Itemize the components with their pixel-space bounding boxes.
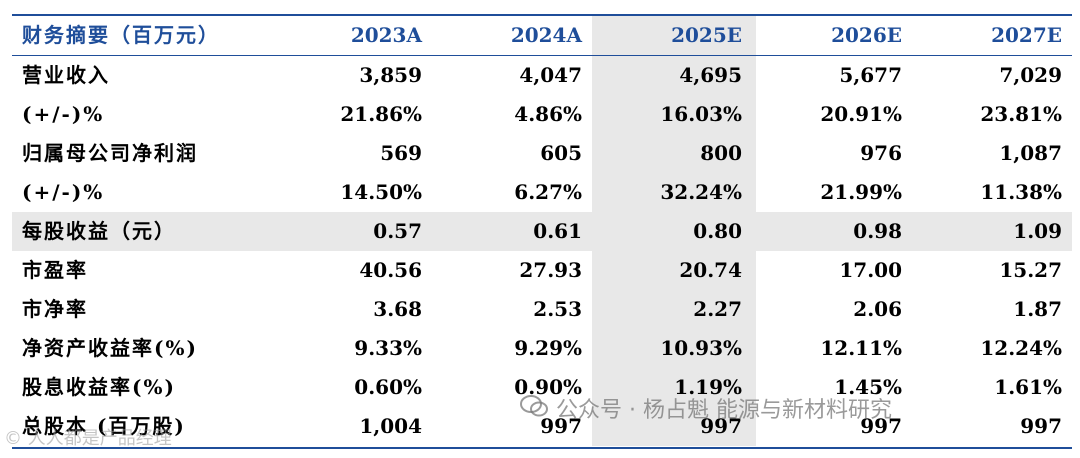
table-cell: 0.60% bbox=[354, 375, 422, 399]
table-cell: 569 bbox=[380, 141, 422, 165]
row-label: 归属母公司净利润 bbox=[22, 141, 198, 165]
table-cell: 32.24% bbox=[660, 180, 742, 204]
table-cell: 12.11% bbox=[820, 336, 902, 360]
table-cell: 2.27 bbox=[693, 297, 742, 321]
table-cell: 3,859 bbox=[359, 63, 422, 87]
table-cell: 9.33% bbox=[354, 336, 422, 360]
table-row: 股息收益率(%) 0.60% 0.90% 1.19% 1.45% 1.61% bbox=[12, 368, 1072, 407]
row-label: 每股收益（元） bbox=[22, 219, 176, 243]
watermark-text: 公众号 · 杨占魁 能源与新材料研究 bbox=[556, 398, 892, 423]
table-row: 营业收入 3,859 4,047 4,695 5,677 7,029 bbox=[12, 56, 1072, 95]
table-cell: 9.29% bbox=[514, 336, 582, 360]
watermark-left: © 人人都是产品经理 bbox=[4, 428, 172, 449]
table-row: (+/-)% 14.50% 6.27% 32.24% 21.99% 11.38% bbox=[12, 173, 1072, 212]
row-label: 总股本 (百万股) bbox=[22, 414, 186, 438]
table-cell: 5,677 bbox=[839, 63, 902, 87]
table-cell: 1.45% bbox=[834, 375, 902, 399]
table-cell: 17.00 bbox=[839, 258, 902, 282]
table-cell: 11.38% bbox=[980, 180, 1062, 204]
table-cell: 12.24% bbox=[980, 336, 1062, 360]
header-year-2024a: 2024A bbox=[510, 23, 582, 47]
table-cell: 3.68 bbox=[373, 297, 422, 321]
table-row: 总股本 (百万股) 1,004 997 997 997 997 bbox=[12, 407, 1072, 446]
row-label: (+/-)% bbox=[22, 180, 105, 204]
table-cell: 0.57 bbox=[373, 219, 422, 243]
table-cell: 27.93 bbox=[519, 258, 582, 282]
table-cell: 15.27 bbox=[999, 258, 1062, 282]
header-row: 财务摘要（百万元） 2023A 2024A 2025E 2026E 2027E bbox=[12, 16, 1072, 55]
table-cell: 21.99% bbox=[820, 180, 902, 204]
table-row: 市盈率 40.56 27.93 20.74 17.00 15.27 bbox=[12, 251, 1072, 290]
table-cell: 605 bbox=[540, 141, 582, 165]
row-label: 市净率 bbox=[22, 297, 88, 321]
table-row: 市净率 3.68 2.53 2.27 2.06 1.87 bbox=[12, 290, 1072, 329]
table-cell: 997 bbox=[1020, 414, 1062, 438]
table-cell: 21.86% bbox=[340, 102, 422, 126]
table-cell: 0.98 bbox=[853, 219, 902, 243]
header-year-2023a: 2023A bbox=[350, 23, 422, 47]
table-cell: 16.03% bbox=[660, 102, 742, 126]
header-year-2026e: 2026E bbox=[831, 23, 902, 47]
table-cell: 1,087 bbox=[999, 141, 1062, 165]
table-cell: 997 bbox=[700, 414, 742, 438]
table-cell: 14.50% bbox=[340, 180, 422, 204]
table-cell: 1.87 bbox=[1013, 297, 1062, 321]
wechat-icon bbox=[520, 395, 548, 417]
table-cell: 1.09 bbox=[1013, 219, 1062, 243]
header-year-2025e: 2025E bbox=[671, 23, 742, 47]
row-label: 营业收入 bbox=[22, 63, 110, 87]
header-year-2027e: 2027E bbox=[991, 23, 1062, 47]
table-row: 净资产收益率(%) 9.33% 9.29% 10.93% 12.11% 12.2… bbox=[12, 329, 1072, 368]
header-label: 财务摘要（百万元） bbox=[22, 23, 220, 47]
table-cell: 1,004 bbox=[359, 414, 422, 438]
table-cell: 20.74 bbox=[679, 258, 742, 282]
table-cell: 997 bbox=[540, 414, 582, 438]
table-cell: 1.19% bbox=[674, 375, 742, 399]
table-cell: 10.93% bbox=[660, 336, 742, 360]
financial-summary-table: 财务摘要（百万元） 2023A 2024A 2025E 2026E 2027E … bbox=[12, 0, 1072, 455]
table-cell: 23.81% bbox=[980, 102, 1062, 126]
table-cell: 2.53 bbox=[533, 297, 582, 321]
table-cell: 4.86% bbox=[514, 102, 582, 126]
table-cell: 0.61 bbox=[533, 219, 582, 243]
table-row: (+/-)% 21.86% 4.86% 16.03% 20.91% 23.81% bbox=[12, 95, 1072, 134]
table-cell: 40.56 bbox=[359, 258, 422, 282]
header-rule bbox=[12, 55, 1072, 56]
table-cell: 7,029 bbox=[999, 63, 1062, 87]
table-cell: 800 bbox=[700, 141, 742, 165]
table-row-highlighted: 每股收益（元） 0.57 0.61 0.80 0.98 1.09 bbox=[12, 212, 1072, 251]
table-cell: 4,695 bbox=[679, 63, 742, 87]
row-label: (+/-)% bbox=[22, 102, 105, 126]
table-cell: 0.90% bbox=[514, 375, 582, 399]
table-cell: 2.06 bbox=[853, 297, 902, 321]
bottom-rule bbox=[12, 447, 1072, 449]
row-label: 股息收益率(%) bbox=[22, 375, 176, 399]
table-cell: 20.91% bbox=[820, 102, 902, 126]
row-label: 市盈率 bbox=[22, 258, 88, 282]
row-label: 净资产收益率(%) bbox=[22, 336, 198, 360]
table-cell: 997 bbox=[860, 414, 902, 438]
table-cell: 976 bbox=[860, 141, 902, 165]
table-cell: 4,047 bbox=[519, 63, 582, 87]
table-cell: 0.80 bbox=[693, 219, 742, 243]
top-rule bbox=[12, 14, 1072, 16]
table-row: 归属母公司净利润 569 605 800 976 1,087 bbox=[12, 134, 1072, 173]
table-cell: 6.27% bbox=[514, 180, 582, 204]
table-cell: 1.61% bbox=[994, 375, 1062, 399]
